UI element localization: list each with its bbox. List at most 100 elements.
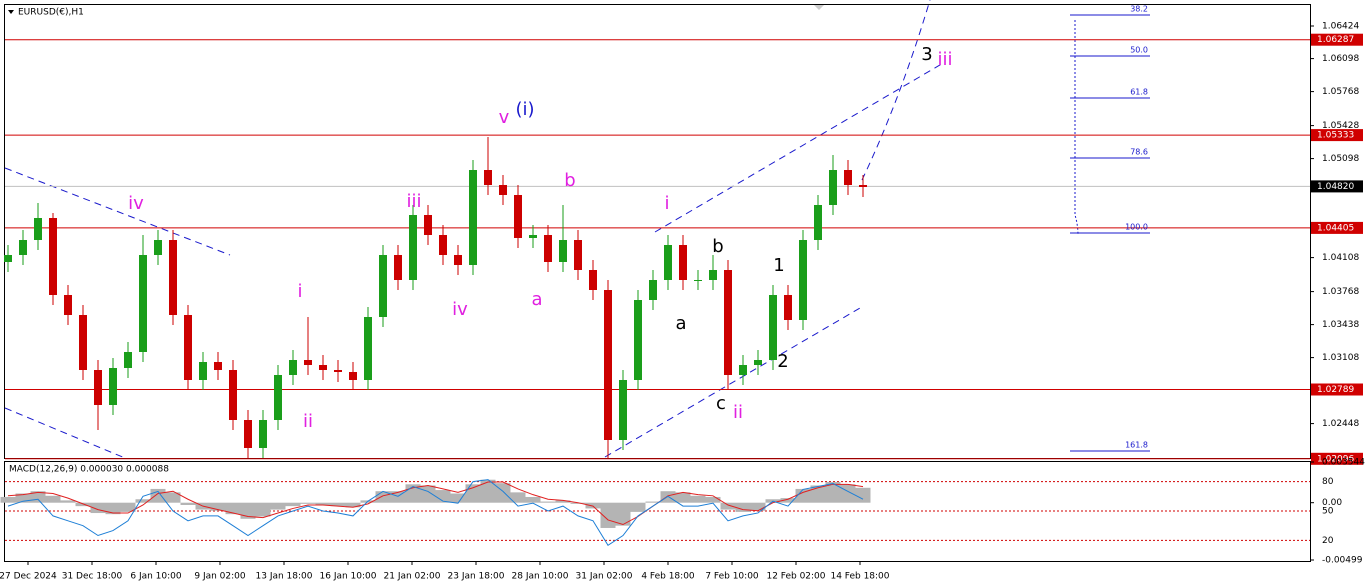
wave-label: iv — [128, 193, 144, 214]
candle-body — [244, 420, 252, 448]
candle-body — [184, 315, 192, 380]
candle-body — [34, 218, 42, 240]
candle-body — [379, 255, 387, 317]
macd-title: MACD(12,26,9) 0.000030 0.000088 — [9, 465, 169, 475]
fib-label: 161.8 — [1125, 441, 1148, 450]
macd-histogram-bar — [615, 502, 631, 526]
menu-arrow[interactable] — [8, 10, 14, 14]
wave-label: i — [664, 193, 669, 214]
candle-body — [139, 255, 147, 352]
macd-histogram-bar — [735, 502, 751, 512]
candle-body — [394, 255, 402, 280]
wave-label: iv — [452, 299, 468, 320]
x-tick-label: 31 Jan 02:00 — [576, 572, 633, 582]
y-tick-label: 1.05768 — [1322, 87, 1359, 97]
wave-label: ii — [733, 402, 743, 423]
candle-body — [364, 317, 372, 380]
macd-histogram-bar — [690, 495, 706, 503]
level-tick-label: 50 — [1322, 507, 1334, 517]
macd-histogram-bar — [60, 500, 76, 503]
macd-histogram-bar — [780, 498, 796, 503]
candle-body — [799, 240, 807, 320]
y-tick-label: 1.06424 — [1322, 22, 1359, 32]
candle-body — [844, 170, 852, 185]
x-tick-label: 12 Feb 02:00 — [766, 572, 825, 582]
macd-tick-label: 0.00 — [1322, 498, 1342, 508]
wave-label: a — [675, 313, 686, 334]
candle-body — [259, 420, 267, 448]
macd-histogram-bar — [660, 491, 676, 503]
wave-label: c — [716, 393, 726, 414]
candle-body — [559, 240, 567, 262]
macd-histogram-bar — [720, 502, 736, 510]
candle-body — [769, 295, 777, 360]
y-tick-label: 1.03768 — [1322, 287, 1359, 297]
y-tick-label: 1.02448 — [1322, 419, 1359, 429]
macd-histogram-bar — [525, 496, 541, 503]
level-label: 1.02096 — [1317, 454, 1354, 464]
candle-body — [64, 295, 72, 315]
candle-body — [604, 290, 612, 440]
macd-histogram-bar — [30, 491, 46, 503]
candle-body — [154, 240, 162, 255]
x-tick-label: 27 Dec 2024 — [0, 572, 57, 582]
wave-label: ii — [303, 411, 313, 432]
fib-label: 61.8 — [1130, 88, 1148, 97]
macd-histogram-bar — [345, 502, 361, 508]
candle-body — [544, 235, 552, 262]
macd-histogram-bar — [255, 502, 271, 517]
macd-tick-label: -0.00499 — [1322, 556, 1363, 566]
candle-body — [409, 215, 417, 280]
macd-histogram-bar — [120, 502, 136, 512]
candle-body — [124, 352, 132, 368]
level-label-box — [1311, 129, 1363, 142]
x-tick-label: 13 Jan 18:00 — [256, 572, 313, 582]
candle-body — [709, 270, 717, 280]
macd-histogram-bar — [165, 492, 181, 503]
macd-histogram-bar — [225, 502, 241, 515]
level-label-box — [1311, 452, 1363, 465]
macd-histogram-bar — [645, 501, 661, 503]
macd-histogram-bar — [630, 502, 646, 512]
level-label: 1.02789 — [1317, 385, 1354, 395]
candle-body — [514, 195, 522, 238]
x-tick-label: 14 Feb 18:00 — [830, 572, 889, 582]
candle-body — [469, 170, 477, 265]
candle-body — [619, 380, 627, 440]
macd-histogram-bar — [375, 491, 391, 503]
macd-histogram-bar — [825, 482, 841, 503]
candle-body — [739, 365, 747, 375]
x-tick-label: 23 Jan 18:00 — [448, 572, 505, 582]
macd-histogram-bar — [420, 485, 436, 503]
wave-label: 3 — [921, 44, 932, 65]
candle-body — [109, 368, 117, 405]
macd-histogram-bar — [855, 487, 871, 503]
x-tick-label: 4 Feb 18:00 — [641, 572, 695, 582]
fib-label: 100.0 — [1125, 223, 1148, 232]
level-label-box — [1311, 221, 1363, 234]
chart-title: EURUSD(€),H1 — [18, 8, 84, 18]
macd-histogram-bar — [495, 483, 511, 503]
candle-body — [274, 375, 282, 420]
macd-histogram-bar — [480, 479, 496, 503]
macd-histogram-bar — [465, 484, 481, 503]
candle-body — [664, 245, 672, 280]
macd-histogram-bar — [795, 488, 811, 503]
level-label: 1.04405 — [1317, 223, 1354, 233]
candle-body — [289, 360, 297, 375]
macd-histogram-bar — [15, 493, 31, 503]
level-label: 1.06287 — [1317, 35, 1354, 45]
y-tick-label: 1.06098 — [1322, 54, 1359, 64]
candle-body — [319, 365, 327, 370]
macd-histogram-bar — [750, 502, 766, 511]
x-tick-label: 31 Dec 18:00 — [62, 572, 123, 582]
candle-body — [79, 315, 87, 370]
candle-body — [589, 270, 597, 290]
macd-histogram-bar — [675, 492, 691, 503]
wave-label: 1 — [773, 255, 784, 276]
macd-histogram-bar — [240, 502, 256, 519]
candle-body — [679, 245, 687, 280]
level-label: 1.05333 — [1317, 131, 1354, 141]
x-tick-label: 21 Jan 02:00 — [384, 572, 441, 582]
macd-histogram-bar — [510, 492, 526, 503]
